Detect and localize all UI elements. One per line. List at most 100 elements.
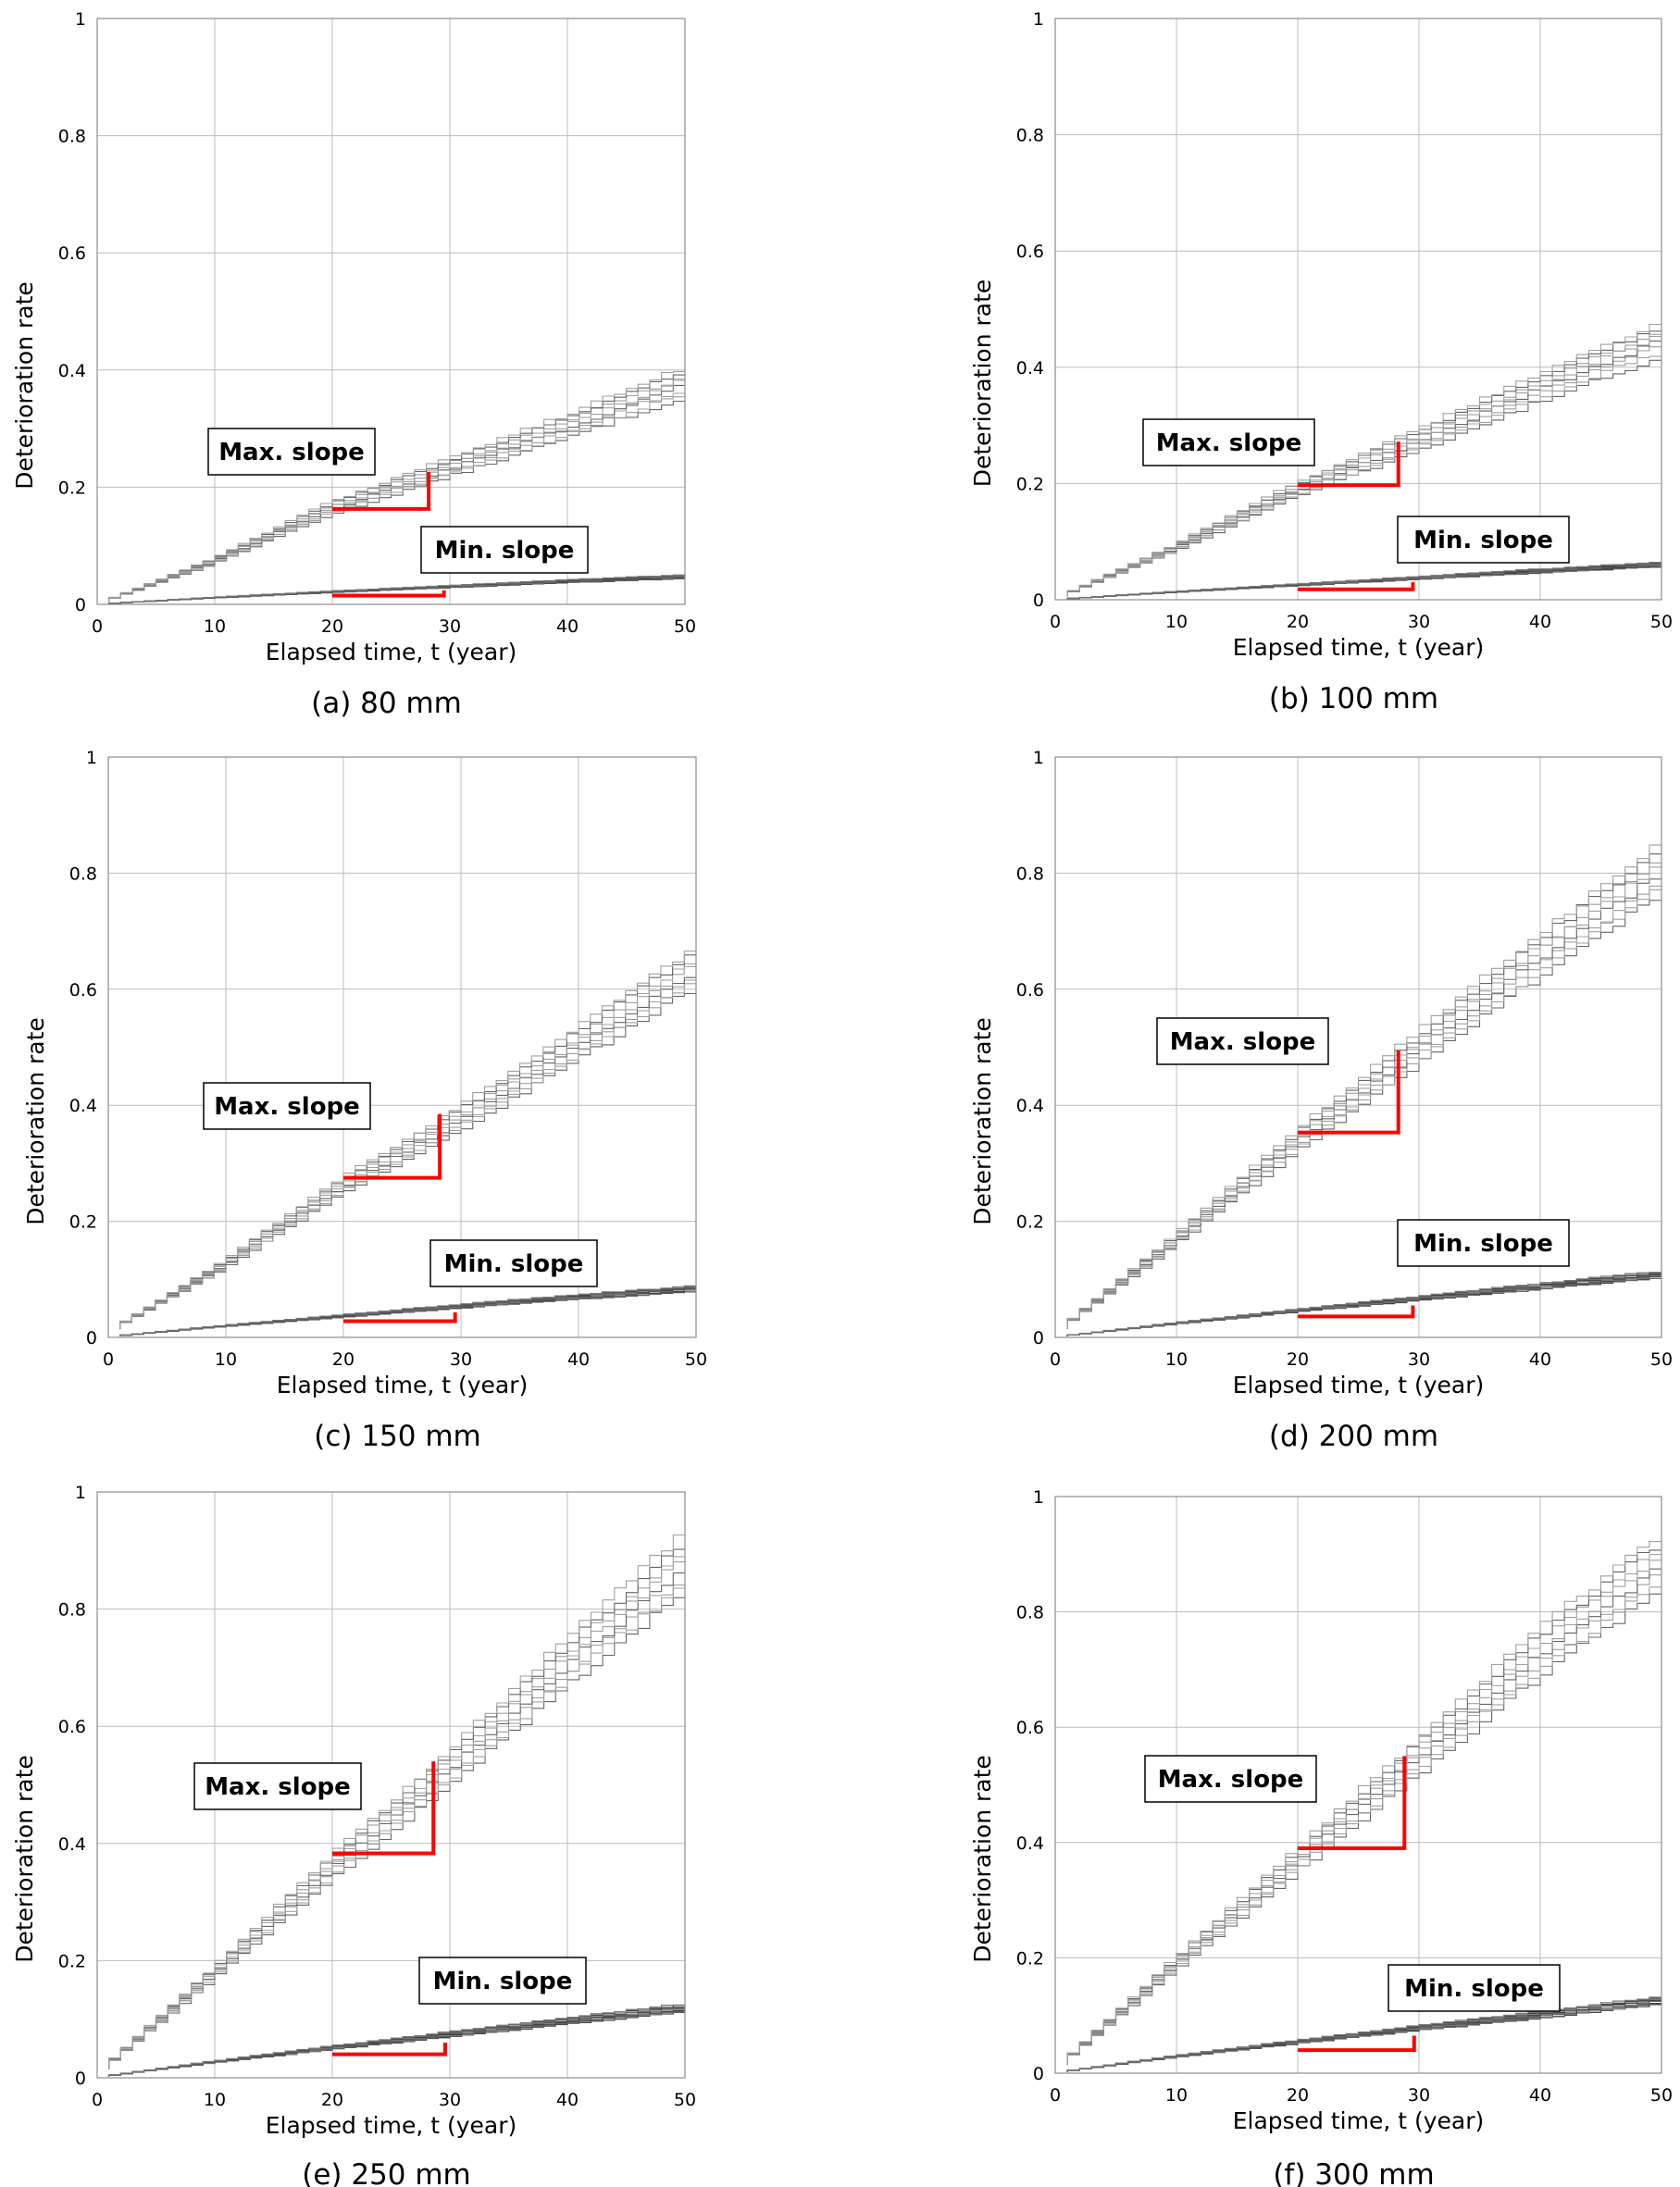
y-tick-label: 0.4 <box>58 1834 86 1855</box>
max-slope-series-line <box>108 1534 685 2069</box>
plot-frame <box>1054 756 1662 1338</box>
max-slope-marker <box>332 1761 436 1856</box>
y-tick-label: 0.4 <box>58 361 86 381</box>
y-tick-label: 0 <box>75 2069 86 2089</box>
svg-text:Max. slope: Max. slope <box>1156 429 1302 457</box>
x-tick-label: 0 <box>1050 1349 1061 1370</box>
y-tick-label: 0.4 <box>1016 1096 1044 1116</box>
y-axis-title: Deterioration rate <box>11 281 38 490</box>
chart-panel-6: 0 10 20 30 40 50 0 0.2 0.4 0.6 0.8 1 Max. slope Min. … <box>969 1487 1673 2187</box>
y-axis-title: Deterioration rate <box>11 1755 38 1963</box>
svg-text:Min. slope: Min. slope <box>444 1250 584 1278</box>
x-tick-label: 30 <box>1408 612 1430 632</box>
min-slope-label: Min. slope <box>1388 1964 1561 2012</box>
y-axis-title: Deterioration rate <box>22 1017 49 1225</box>
y-tick-label: 0.2 <box>1016 474 1044 494</box>
max-slope-series-line <box>1066 844 1661 1329</box>
panel-caption: (a) 80 mm <box>311 687 462 720</box>
x-axis-title: Elapsed time, t (year) <box>266 2112 517 2139</box>
x-tick-label: 30 <box>439 2090 461 2110</box>
x-axis-title: Elapsed time, t (year) <box>277 1372 529 1398</box>
max-slope-label: Max. slope <box>207 428 376 476</box>
min-slope-series-line <box>108 2004 685 2077</box>
min-slope-marker <box>332 590 446 598</box>
x-tick-label: 0 <box>92 2090 103 2110</box>
plot-frame <box>107 756 697 1338</box>
svg-text:Max. slope: Max. slope <box>214 1093 360 1121</box>
y-tick-label: 0 <box>75 595 86 615</box>
max-slope-label: Max. slope <box>203 1082 371 1130</box>
min-slope-marker <box>1298 2035 1416 2053</box>
min-slope-marker <box>332 2043 447 2057</box>
x-tick-label: 10 <box>204 616 226 637</box>
x-axis-title: Elapsed time, t (year) <box>1233 2107 1485 2134</box>
y-tick-label: 0.2 <box>58 478 86 498</box>
x-tick-label: 40 <box>1529 612 1551 632</box>
x-tick-label: 20 <box>1287 612 1309 632</box>
y-tick-label: 0.6 <box>58 1717 86 1737</box>
chart-panel-3: 0 10 20 30 40 50 0 0.2 0.4 0.6 0.8 1 Max. slope Min. … <box>22 748 707 1453</box>
y-tick-label: 1 <box>1033 9 1044 30</box>
plot-frame <box>96 18 686 605</box>
y-tick-label: 1 <box>86 748 97 768</box>
x-tick-label: 10 <box>1165 2085 1188 2106</box>
y-tick-label: 0.2 <box>1016 1212 1044 1233</box>
x-tick-label: 30 <box>1408 2085 1430 2106</box>
x-axis-title: Elapsed time, t (year) <box>1233 1372 1485 1398</box>
x-axis-title: Elapsed time, t (year) <box>266 639 517 665</box>
svg-text:Min. slope: Min. slope <box>433 1968 573 1995</box>
plot-area <box>108 757 696 1337</box>
y-tick-label: 0.2 <box>1016 1948 1044 1969</box>
min-slope-label: Min. slope <box>418 1957 587 2005</box>
x-tick-label: 40 <box>556 616 579 637</box>
x-tick-label: 10 <box>1165 612 1188 632</box>
y-tick-label: 0.4 <box>1016 358 1044 379</box>
x-tick-label: 40 <box>556 2090 579 2110</box>
x-tick-label: 30 <box>439 616 461 637</box>
svg-text:Max. slope: Max. slope <box>1158 1766 1304 1794</box>
x-tick-label: 50 <box>1650 1349 1673 1370</box>
y-tick-label: 0 <box>1033 1328 1044 1348</box>
chart-panel-4: 0 10 20 30 40 50 0 0.2 0.4 0.6 0.8 1 Max. slope Min. … <box>969 748 1673 1453</box>
x-tick-label: 50 <box>1650 612 1673 632</box>
y-tick-label: 0.6 <box>1016 980 1044 1000</box>
x-tick-label: 10 <box>1165 1349 1188 1370</box>
max-slope-marker <box>332 471 431 511</box>
max-slope-marker <box>1298 1756 1407 1851</box>
y-tick-label: 0.6 <box>1016 242 1044 262</box>
panel-caption: (c) 150 mm <box>314 1420 481 1453</box>
x-tick-label: 10 <box>204 2090 226 2110</box>
y-axis-title: Deterioration rate <box>969 1755 996 1963</box>
plot-frame <box>1054 1496 1662 2074</box>
series-group <box>1066 1541 1661 2072</box>
y-axis-title: Deterioration rate <box>969 280 996 488</box>
y-tick-label: 0 <box>86 1328 97 1348</box>
x-tick-label: 10 <box>215 1349 237 1370</box>
x-tick-label: 20 <box>1287 1349 1309 1370</box>
x-tick-label: 0 <box>103 1349 114 1370</box>
max-slope-series-line <box>1066 323 1661 596</box>
x-tick-label: 20 <box>321 2090 343 2110</box>
y-tick-label: 0.4 <box>69 1096 97 1116</box>
min-slope-series-line <box>119 1285 696 1336</box>
svg-text:Max. slope: Max. slope <box>1170 1028 1316 1056</box>
x-tick-label: 40 <box>1529 1349 1551 1370</box>
series-group <box>119 951 696 1336</box>
x-axis-title: Elapsed time, t (year) <box>1233 634 1485 661</box>
max-slope-series-line <box>1066 1541 1661 2065</box>
min-slope-series-line <box>108 574 685 604</box>
max-slope-series-line <box>119 951 696 1329</box>
plot-area <box>97 1492 685 2078</box>
y-tick-label: 0.8 <box>58 1600 86 1621</box>
min-slope-series-line <box>1066 1272 1661 1336</box>
plot-area <box>97 19 685 604</box>
y-tick-label: 0 <box>1033 590 1044 611</box>
series-group <box>108 1534 685 2077</box>
y-tick-label: 0.8 <box>69 864 97 884</box>
x-tick-label: 50 <box>674 2090 696 2110</box>
x-tick-label: 20 <box>321 616 343 637</box>
max-slope-marker <box>343 1113 442 1180</box>
x-tick-label: 0 <box>92 616 103 637</box>
y-tick-label: 0.6 <box>69 980 97 1000</box>
min-slope-series-line <box>1066 1996 1661 2072</box>
